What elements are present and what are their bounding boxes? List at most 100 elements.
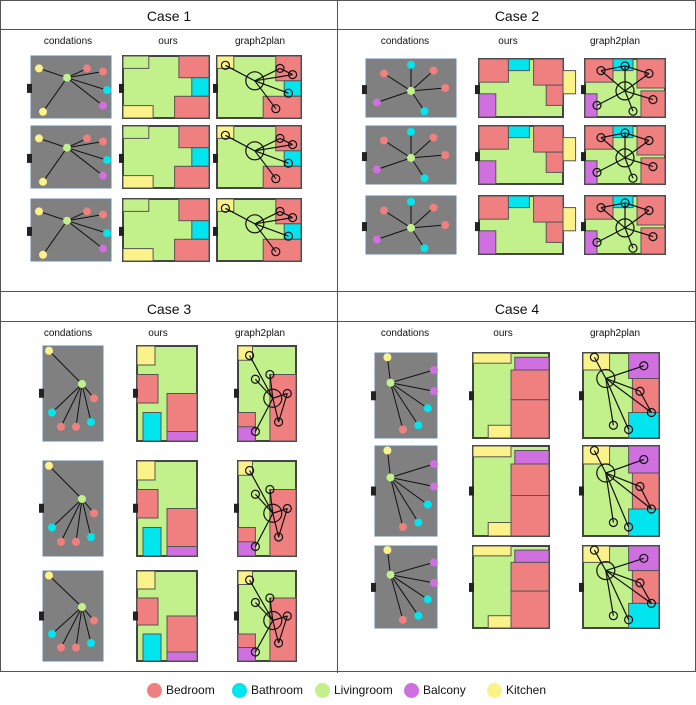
graph-node: [87, 418, 95, 426]
case-3-panel: Case 3 condations ours graph2plan: [1, 292, 337, 673]
graph-node: [420, 107, 429, 116]
room: [136, 374, 159, 404]
graph-edge: [249, 579, 274, 621]
graph-node: [83, 134, 91, 143]
graph-node: [45, 346, 53, 355]
entrance-door: [469, 391, 474, 401]
room: [174, 165, 210, 189]
graph-node: [283, 88, 293, 98]
condition-boundary: [374, 545, 438, 629]
room: [628, 445, 660, 474]
graph-edge: [383, 73, 412, 92]
graph-node: [429, 366, 438, 374]
graph-edge: [278, 393, 288, 423]
graph-node: [372, 165, 381, 174]
graph-edge: [605, 570, 641, 584]
graph-edge: [42, 220, 68, 256]
graph-node: [45, 571, 53, 580]
graph-edge: [390, 561, 435, 576]
column-header-graph2plan: graph2plan: [234, 328, 286, 339]
graph-node: [275, 206, 285, 216]
graph-node: [245, 350, 255, 361]
graph-edge: [81, 383, 92, 423]
graph-node: [429, 460, 438, 468]
column-header-ours: ours: [148, 328, 168, 339]
graph-edge: [66, 147, 108, 161]
graph-edge: [390, 574, 428, 600]
figure-grid: Case 1 condations ours graph2plan Case 2…: [0, 0, 696, 673]
room: [122, 248, 154, 262]
graph-edge: [605, 458, 645, 474]
room: [191, 220, 210, 240]
graph-edge: [254, 80, 289, 94]
room: [514, 549, 550, 563]
graph-edge: [254, 620, 274, 653]
room: [636, 58, 666, 89]
room: [478, 160, 497, 185]
room: [584, 125, 614, 150]
graph-node: [429, 387, 438, 396]
room: [584, 58, 614, 83]
graph-node: [57, 537, 65, 546]
graph-node: [220, 130, 230, 140]
graph-edge: [624, 90, 654, 101]
room: [174, 95, 210, 119]
graph-edge: [254, 210, 281, 225]
room: [136, 597, 159, 626]
graph-edge: [42, 77, 68, 113]
horizontal-divider: [1, 291, 696, 292]
graph-node: [57, 422, 65, 431]
graph-edge: [376, 90, 412, 103]
graph-edge: [596, 157, 626, 173]
graph-node: [407, 60, 415, 69]
graph-edge: [66, 147, 104, 176]
room: [510, 369, 550, 401]
graph-edge: [390, 382, 428, 409]
graph-node: [407, 86, 415, 95]
room: [628, 412, 660, 439]
graph-edge: [48, 465, 83, 500]
entrance-door: [469, 486, 474, 496]
graph-node: [63, 73, 71, 82]
graph-edge: [272, 507, 288, 514]
graph-node: [245, 575, 255, 585]
entrance-door: [475, 222, 480, 232]
graph-node: [245, 141, 265, 161]
graph-edge: [605, 472, 630, 528]
graph-node: [407, 153, 415, 162]
room: [136, 489, 159, 519]
legend-item-bathroom: Bathroom: [232, 682, 303, 698]
graph-edge: [81, 498, 92, 538]
graph-edge: [278, 615, 288, 644]
graph-node: [414, 421, 423, 430]
room: [507, 125, 530, 139]
graph-node: [589, 545, 600, 555]
column-header-condations: condations: [380, 36, 430, 47]
graph-node: [398, 615, 407, 624]
entrance-door: [371, 582, 376, 592]
graph-edge: [66, 141, 104, 149]
column-header-graph2plan: graph2plan: [234, 36, 286, 47]
graph-edge: [390, 477, 419, 523]
room: [631, 472, 660, 510]
graph-node: [592, 237, 602, 247]
graph-edge: [605, 472, 614, 523]
graph-node: [608, 420, 619, 430]
room: [545, 151, 564, 173]
graph-node: [407, 223, 415, 232]
column-header-ours: ours: [493, 328, 513, 339]
room: [478, 125, 509, 150]
room: [510, 495, 550, 537]
graph-node: [250, 426, 260, 437]
room: [562, 137, 577, 162]
graph-edge: [383, 210, 412, 229]
room: [262, 165, 302, 189]
graph-node: [589, 445, 600, 456]
graph-edge: [390, 477, 428, 505]
graph-node: [648, 94, 658, 105]
room: [612, 125, 634, 139]
room: [216, 125, 235, 139]
graph-edge: [51, 606, 83, 635]
room: [545, 221, 564, 243]
graph-edge: [390, 477, 435, 487]
